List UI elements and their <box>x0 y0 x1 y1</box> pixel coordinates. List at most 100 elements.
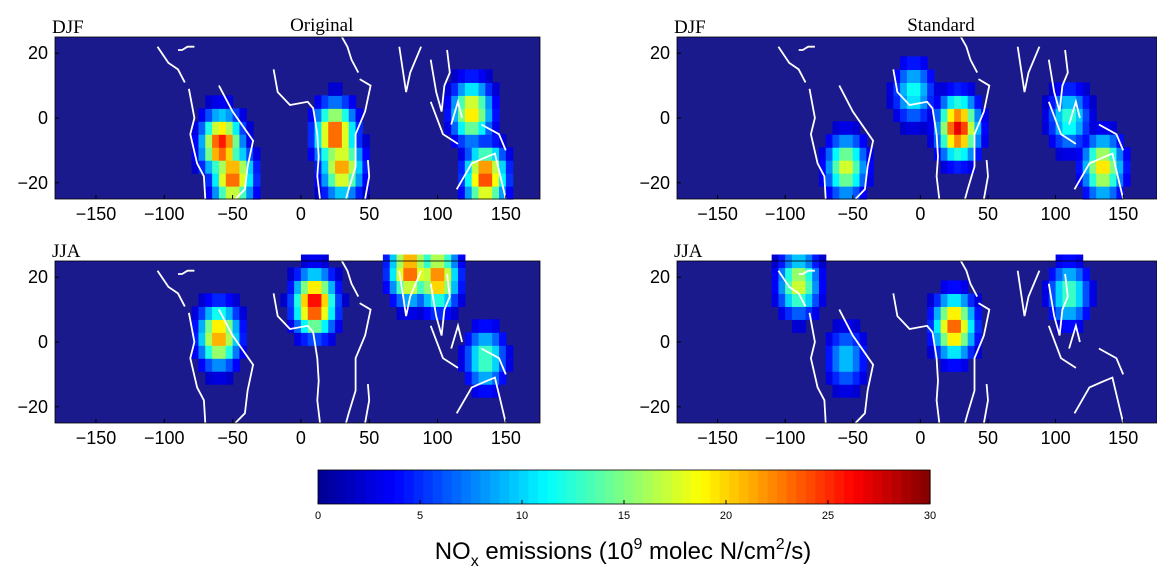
heat-cell <box>940 306 949 320</box>
heat-cell <box>218 186 227 200</box>
coastline <box>364 160 371 199</box>
heat-cell <box>933 108 942 122</box>
colorbar-segment <box>863 470 874 504</box>
colorbar-segment <box>815 470 826 504</box>
colorbar-tick-label: 10 <box>516 510 528 522</box>
heat-cell <box>947 345 955 359</box>
heat-cell <box>341 95 350 109</box>
heat-cell <box>940 293 949 307</box>
colorbar-segment <box>901 470 912 504</box>
heat-cell <box>1062 306 1070 320</box>
heat-cell <box>940 147 949 161</box>
heat-cell <box>198 332 206 346</box>
colorbar-segment <box>566 470 577 504</box>
colorbar-segment <box>327 470 338 504</box>
heat-cell <box>1042 108 1050 122</box>
heat-cell <box>974 147 982 161</box>
heat-cell <box>212 371 220 385</box>
y-tick-label: −20 <box>639 397 670 417</box>
heat-cell <box>846 147 854 161</box>
heat-cell <box>832 173 840 187</box>
heat-cell <box>893 108 901 122</box>
heat-cell <box>335 82 343 96</box>
y-tick-label: 20 <box>28 43 48 63</box>
heat-cell <box>300 280 309 294</box>
heat-cell <box>947 134 955 148</box>
heat-cell <box>464 121 473 135</box>
heat-cell <box>1075 95 1084 109</box>
heat-cell <box>1082 280 1090 294</box>
heat-cell <box>314 267 323 282</box>
heat-cell <box>328 147 336 161</box>
coastline <box>480 347 507 375</box>
heat-cell <box>967 332 976 346</box>
heat-cell <box>205 186 213 200</box>
coastline <box>1073 376 1125 423</box>
coastlines <box>777 37 1125 199</box>
heat-cell <box>839 173 847 187</box>
heat-cell <box>778 267 786 282</box>
x-tick-label: 50 <box>359 428 379 448</box>
heat-cell <box>818 173 827 187</box>
heat-cell <box>341 173 350 187</box>
heat-cell <box>212 293 220 307</box>
coastline <box>178 45 195 51</box>
coastline <box>808 88 827 199</box>
coastline <box>480 123 507 151</box>
heat-cell <box>1089 95 1097 109</box>
heat-cell <box>328 186 336 200</box>
heat-cell <box>967 160 976 174</box>
heat-cell <box>1055 82 1063 96</box>
heat-cell <box>1109 173 1118 187</box>
heat-cell <box>191 319 200 333</box>
heat-cell <box>314 293 323 307</box>
coastline <box>1098 347 1125 375</box>
colorbar-segment <box>767 470 778 504</box>
heat-cell <box>812 267 820 282</box>
heat-cell <box>458 186 466 200</box>
heat-cell <box>232 121 241 135</box>
heat-cell <box>485 319 493 333</box>
heat-cell <box>246 134 254 148</box>
heat-cell <box>225 108 234 122</box>
heat-cell <box>437 280 445 294</box>
heat-cell <box>396 293 404 307</box>
heat-cell <box>471 319 480 333</box>
heat-cell <box>246 121 254 135</box>
heat-cell <box>1069 293 1077 307</box>
heat-cell <box>478 384 486 398</box>
colorbar-segment <box>853 470 864 504</box>
heat-cell <box>335 95 343 109</box>
heat-cell <box>859 371 867 385</box>
heat-cell <box>471 95 480 109</box>
heat-cell <box>492 319 500 333</box>
heat-cells <box>191 254 514 398</box>
heat-cell <box>485 384 493 398</box>
colorbar-tick-label: 0 <box>315 510 321 522</box>
heat-cell <box>212 173 220 187</box>
x-tick-label: −50 <box>217 428 248 448</box>
heat-cell <box>785 267 793 282</box>
heat-cell <box>471 108 480 122</box>
heat-cell <box>960 293 969 307</box>
heat-cell <box>1048 82 1057 96</box>
heat-cell <box>335 186 343 200</box>
heat-cell <box>825 160 834 174</box>
heat-cell <box>832 319 840 333</box>
colorbar-segment <box>910 470 922 504</box>
coastline <box>345 302 372 423</box>
heat-cell <box>485 108 493 122</box>
heat-cell <box>430 306 439 320</box>
heat-cell <box>960 108 969 122</box>
x-tick-label: 0 <box>915 204 925 224</box>
heat-cell <box>933 121 942 135</box>
heat-cell <box>499 173 507 187</box>
heat-cell <box>954 147 962 161</box>
coastline <box>798 45 815 51</box>
heat-cell <box>940 108 949 122</box>
heat-cell <box>444 108 452 122</box>
heat-cell <box>253 186 261 200</box>
coastline <box>218 85 255 199</box>
heat-cell <box>900 95 908 109</box>
